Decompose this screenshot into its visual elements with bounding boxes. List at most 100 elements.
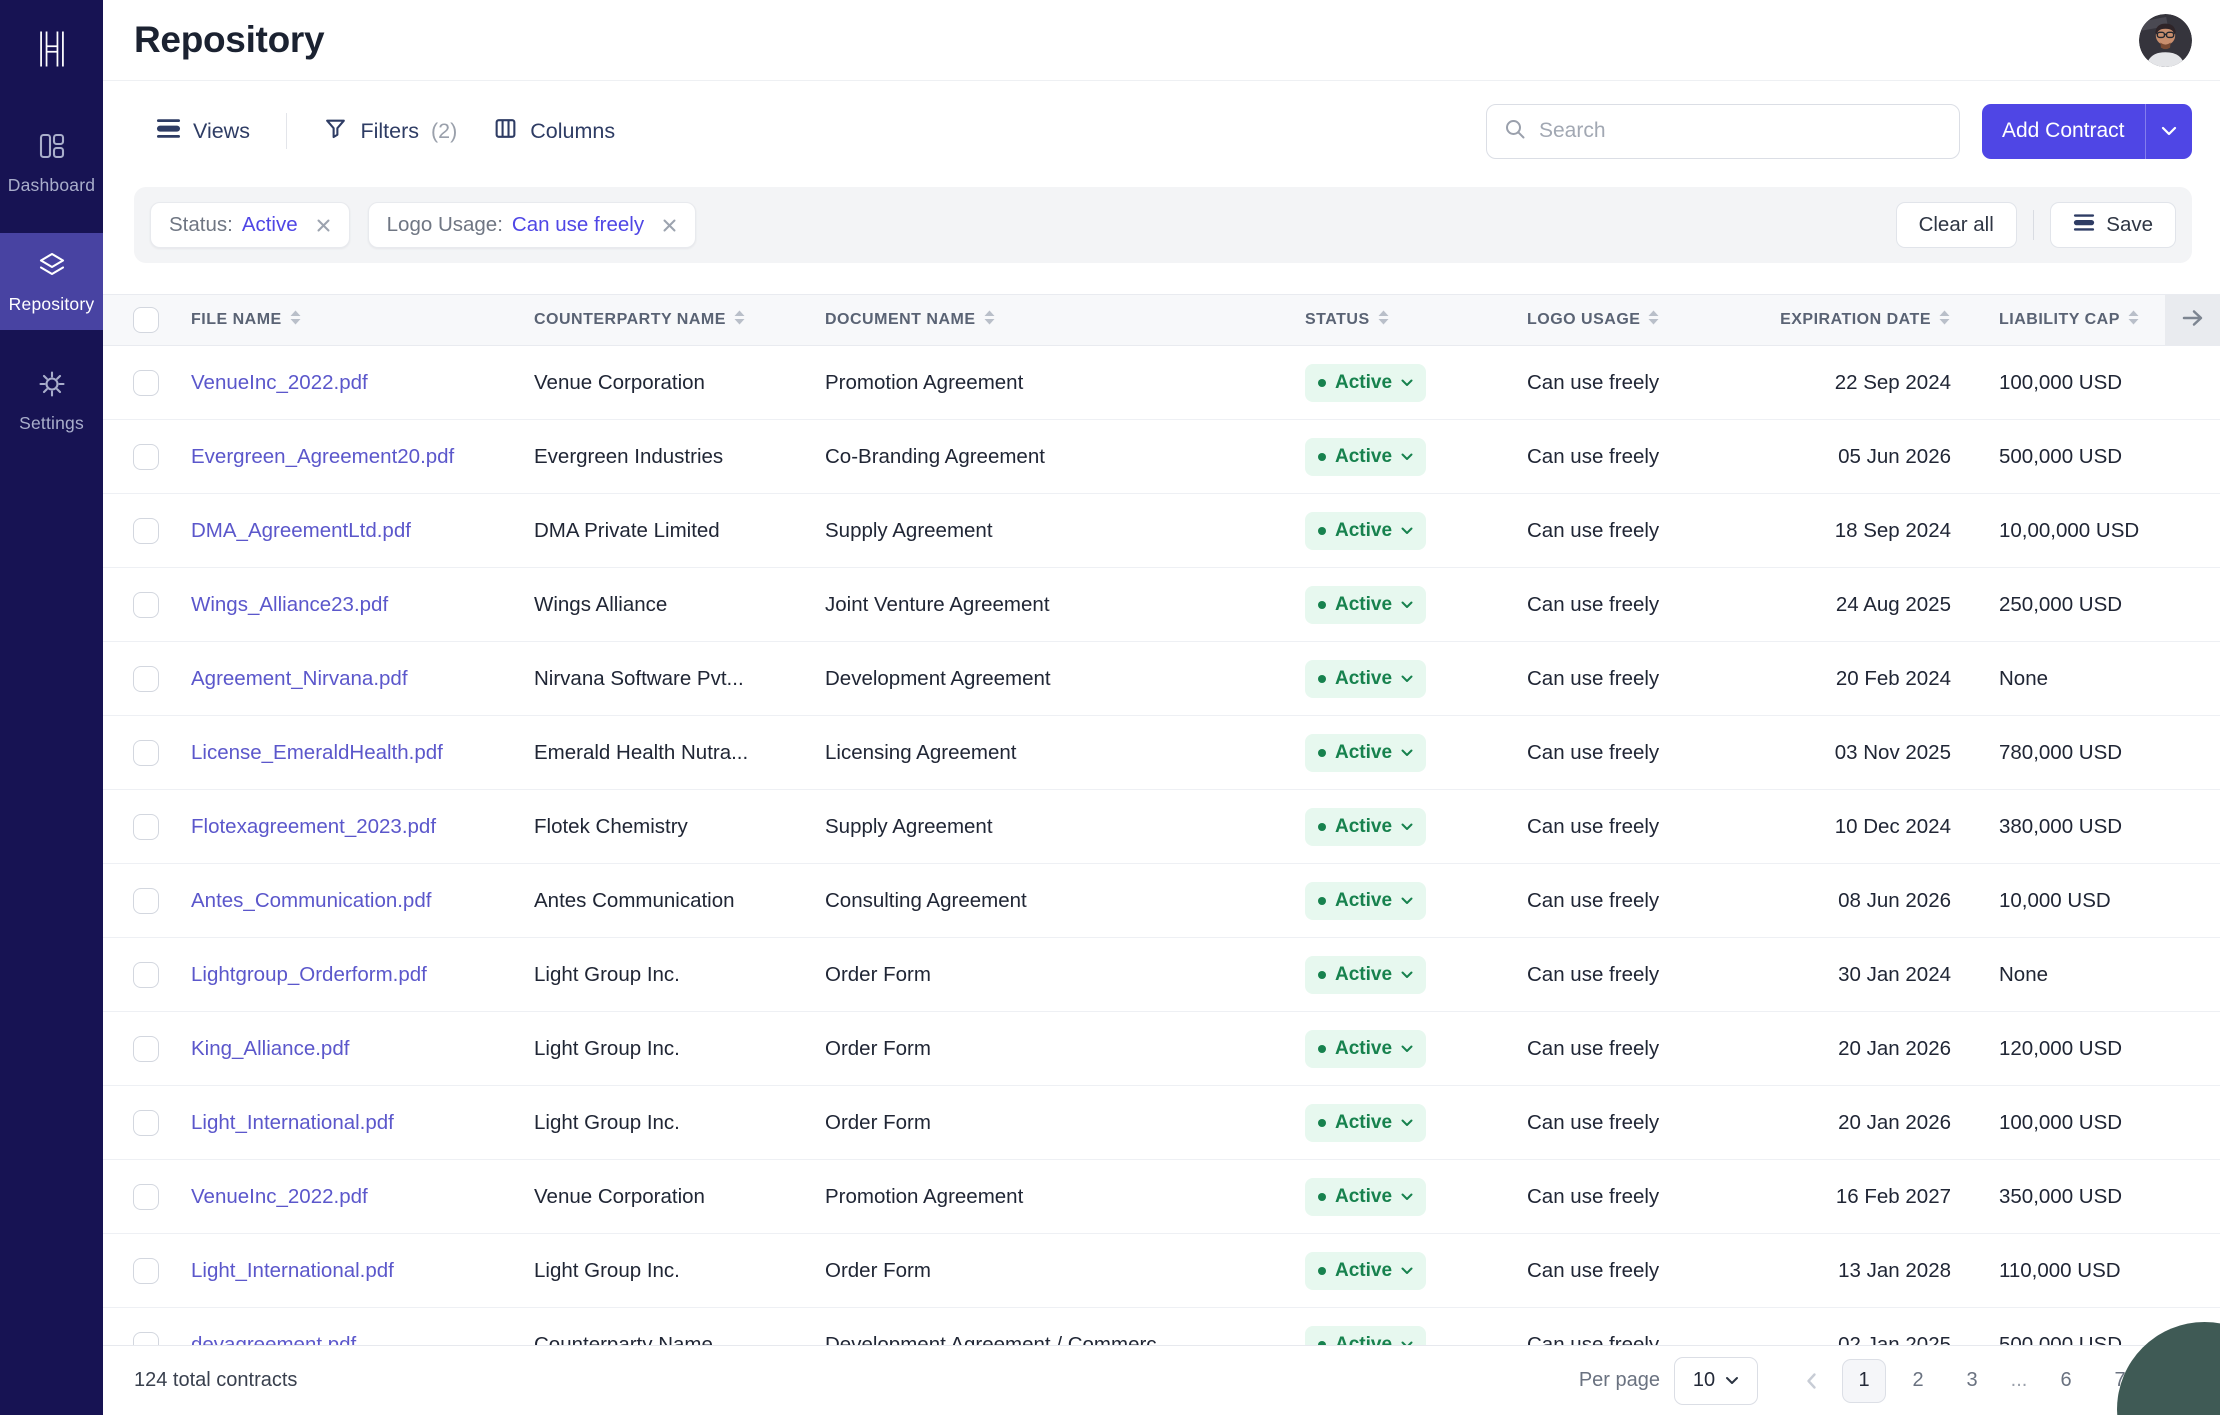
scroll-columns-right-button[interactable] [2165,294,2220,346]
file-link[interactable]: VenueInc_2022.pdf [191,370,368,394]
status-badge[interactable]: Active [1305,807,1427,846]
remove-filter-icon[interactable] [316,218,331,233]
filter-chip-status[interactable]: Status: Active [150,202,350,248]
status-badge[interactable]: Active [1305,733,1427,772]
app-logo[interactable] [27,26,77,76]
status-badge[interactable]: Active [1305,1103,1427,1142]
row-checkbox[interactable] [133,443,159,470]
document-cell: Order Form [825,1011,1305,1086]
columns-button[interactable]: Columns [493,116,615,147]
clear-all-button[interactable]: Clear all [1895,202,2017,248]
page-button-1[interactable]: 1 [1842,1358,1886,1403]
status-badge[interactable]: Active [1305,881,1427,920]
settings-icon [37,369,67,404]
document-cell: Promotion Agreement [825,1159,1305,1234]
filters-count: (2) [431,118,458,143]
chevron-down-icon [1401,897,1413,904]
page-button-3[interactable]: 3 [1950,1359,1994,1403]
sidebar-item-label: Settings [19,413,84,433]
page-button-7[interactable]: 7 [2098,1359,2142,1403]
row-checkbox[interactable] [133,1109,159,1136]
column-header-document-name[interactable]: DOCUMENT NAME [825,294,1305,346]
status-badge[interactable]: Active [1305,955,1427,994]
filters-button[interactable]: Filters (2) [323,116,457,147]
document-cell: Order Form [825,1085,1305,1160]
chip-value: Can use freely [511,213,645,236]
file-link[interactable]: License_EmeraldHealth.pdf [191,740,443,764]
row-checkbox[interactable] [133,665,159,692]
file-link[interactable]: Antes_Communication.pdf [191,888,432,912]
row-checkbox[interactable] [133,813,159,840]
row-overflow-cell [2165,789,2220,864]
status-badge[interactable]: Active [1305,437,1427,476]
logo-icon [28,25,76,78]
add-contract-button[interactable]: Add Contract [1982,103,2192,159]
counterparty-cell: Wings Alliance [534,567,825,642]
page-button-6[interactable]: 6 [2044,1359,2088,1403]
row-checkbox[interactable] [133,1183,159,1210]
liability-cell: None [1975,641,2165,716]
column-header-counterparty-name[interactable]: COUNTERPARTY NAME [534,294,825,346]
row-checkbox[interactable] [133,961,159,988]
status-badge[interactable]: Active [1305,659,1427,698]
chevron-down-icon [1401,971,1413,978]
row-checkbox[interactable] [133,887,159,914]
row-checkbox[interactable] [133,1257,159,1284]
row-checkbox[interactable] [133,1035,159,1062]
sidebar: Dashboard Repository Set [0,0,103,1415]
status-cell: Active [1305,419,1527,494]
counterparty-cell: Flotek Chemistry [534,789,825,864]
status-badge[interactable]: Active [1305,1029,1427,1068]
status-badge[interactable]: Active [1305,511,1427,550]
file-link[interactable]: Flotexagreement_2023.pdf [191,814,437,838]
row-checkbox[interactable] [133,369,159,396]
columns-icon [493,116,518,147]
row-overflow-cell [2165,937,2220,1012]
file-link[interactable]: VenueInc_2022.pdf [191,1184,368,1208]
column-header-expiration-date[interactable]: EXPIRATION DATE [1763,294,1975,346]
status-badge[interactable]: Active [1305,1251,1427,1290]
column-header-logo-usage[interactable]: LOGO USAGE [1527,294,1763,346]
band-divider [2032,210,2035,240]
page-header: Repository [103,0,2220,81]
row-overflow-cell [2165,419,2220,494]
file-link[interactable]: Wings_Alliance23.pdf [191,592,389,616]
chevron-down-icon [1401,1119,1413,1126]
counterparty-cell: Venue Corporation [534,1159,825,1234]
avatar[interactable] [2139,13,2192,67]
row-checkbox[interactable] [133,517,159,544]
sidebar-item-settings[interactable]: Settings [0,352,103,449]
status-badge[interactable]: Active [1305,1177,1427,1216]
sidebar-item-repository[interactable]: Repository [0,233,103,330]
status-badge[interactable]: Active [1305,363,1427,402]
search-box [1486,103,1960,159]
page-button-2[interactable]: 2 [1896,1359,1940,1403]
save-view-button[interactable]: Save [2050,202,2176,248]
search-input[interactable] [1539,119,1943,143]
row-checkbox[interactable] [133,591,159,618]
status-cell: Active [1305,715,1527,790]
column-header-liability-cap[interactable]: LIABILITY CAP [1975,294,2165,346]
file-link[interactable]: Evergreen_Agreement20.pdf [191,444,455,468]
row-overflow-cell [2165,567,2220,642]
file-link[interactable]: Agreement_Nirvana.pdf [191,666,408,690]
file-link[interactable]: Lightgroup_Orderform.pdf [191,962,427,986]
filter-chip-logo-usage[interactable]: Logo Usage: Can use freely [367,202,697,248]
select-all-checkbox[interactable] [133,307,159,333]
sidebar-item-dashboard[interactable]: Dashboard [0,114,103,211]
remove-filter-icon[interactable] [662,218,677,233]
file-link[interactable]: Light_International.pdf [191,1110,394,1134]
add-contract-caret-button[interactable] [2146,104,2192,159]
prev-page-button[interactable] [1792,1359,1832,1403]
file-link[interactable]: King_Alliance.pdf [191,1036,350,1060]
status-badge[interactable]: Active [1305,585,1427,624]
column-header-file-name[interactable]: FILE NAME [191,294,534,346]
column-header-status[interactable]: STATUS [1305,294,1527,346]
file-link[interactable]: DMA_AgreementLtd.pdf [191,518,411,542]
views-button[interactable]: Views [156,118,250,145]
status-cell: Active [1305,345,1527,420]
per-page-select[interactable]: 10 [1674,1356,1758,1405]
file-link[interactable]: Light_International.pdf [191,1258,394,1282]
sort-icon [289,309,302,331]
row-checkbox[interactable] [133,739,159,766]
